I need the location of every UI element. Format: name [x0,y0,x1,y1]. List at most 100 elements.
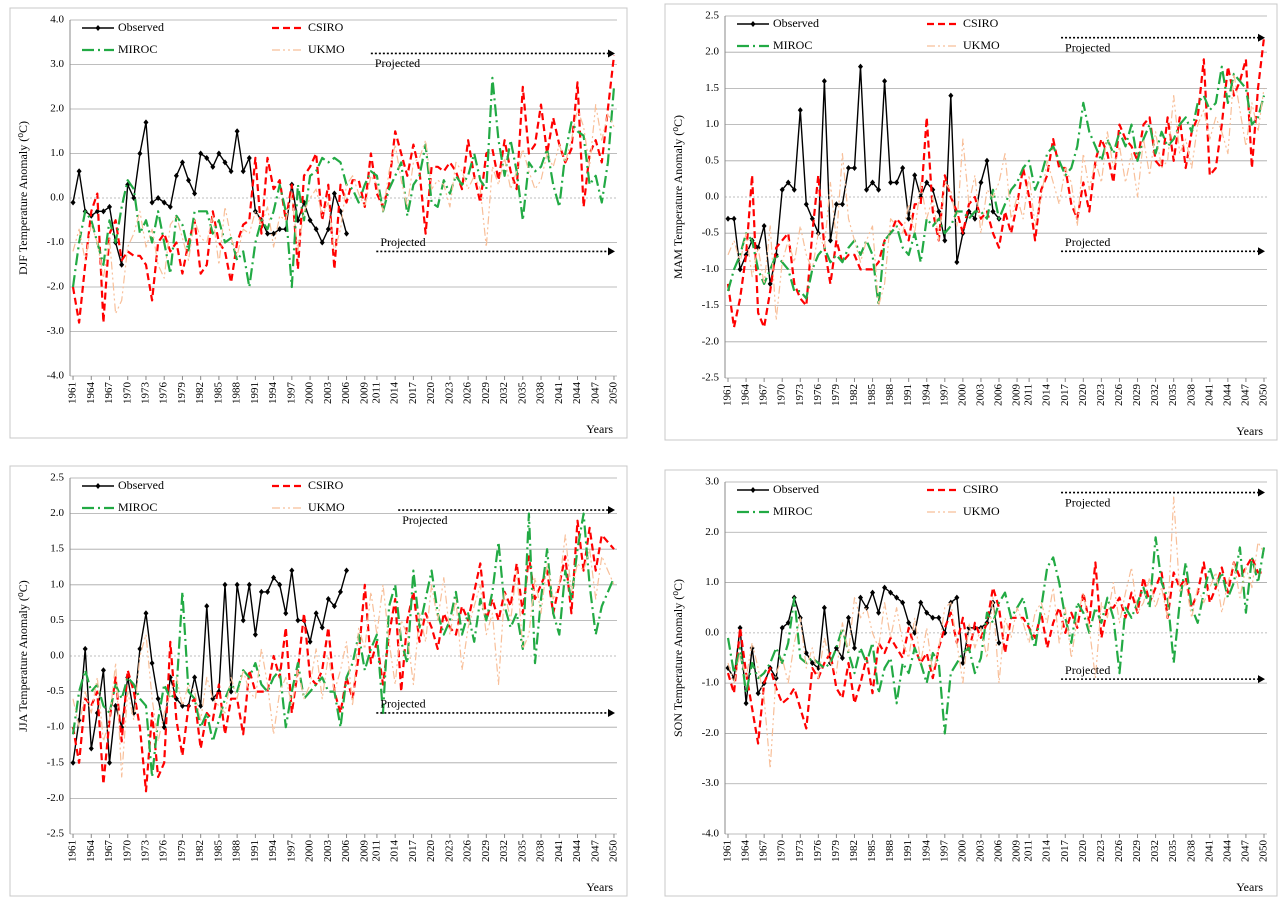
x-tick-label: 1994 [267,382,279,405]
marker [725,215,731,222]
marker [990,208,996,215]
legend-label: MIROC [118,500,157,514]
x-tick-label: 2047 [589,840,601,863]
x-tick-label: 2009 [358,382,370,405]
x-tick-label: 1979 [830,384,842,407]
marker [179,702,185,709]
annotation: Projected [380,697,425,711]
x-tick-label: 1991 [902,384,914,406]
y-tick-label: 1.5 [705,82,719,94]
marker [821,604,827,611]
x-tick-label: 1961 [67,382,79,404]
x-tick-label: 2050 [1258,384,1270,407]
legend-label: CSIRO [308,20,344,34]
x-tick-label: 2000 [956,384,968,407]
x-tick-label: 1988 [884,840,896,863]
legend-label: Observed [773,16,819,30]
marker [344,230,350,237]
marker [119,261,125,268]
marker [839,201,845,208]
marker [198,150,204,157]
chart-panel: -4.0 -3.0 -2.0 -1.0 0.0 1.0 2.0 3.0 1961 1964 1967… [664,469,1278,897]
chart-panel: -2.5 -2.0 -1.5 -1.0 -0.5 0.0 0.5 1.0 1.5 2.0 2.5 19… [9,465,628,897]
x-tick-label: 1961 [722,840,734,862]
x-tick-label: 1997 [285,382,297,405]
marker [228,168,234,175]
annotation: Projected [402,513,447,527]
x-tick-label: 2029 [1131,384,1143,407]
marker [319,624,325,631]
marker [325,226,331,233]
x-tick-label: 1964 [740,384,752,407]
marker [307,217,313,224]
x-tick-label: 2003 [322,382,334,405]
marker [918,599,924,606]
marker [942,237,948,244]
x-tick-label: 1982 [194,382,206,404]
x-tick-label: 2014 [389,382,401,405]
arrow-head [608,49,615,58]
marker [851,644,857,651]
marker [858,594,863,601]
x-tick-label: 2050 [607,382,619,405]
x-tick-label: 2041 [553,382,565,404]
marker [192,674,198,681]
x-tick-label: 1985 [212,382,224,405]
x-tick-label: 2006 [993,384,1005,407]
marker [803,201,809,208]
marker [100,208,106,215]
x-tick-label: 1988 [231,382,243,405]
x-tick-label: 2026 [462,382,474,405]
marker [143,610,149,617]
marker [876,186,882,193]
y-axis-label: SON Temperature Anomaly (⁰C) [671,579,685,737]
y-tick-label: -4.0 [47,370,65,382]
marker [246,154,252,161]
marker [192,190,198,197]
marker [996,639,1002,646]
legend-label: MIROC [773,38,812,52]
marker [271,574,277,581]
marker [858,63,863,70]
x-tick-label: 2035 [516,382,528,405]
y-axis-label: DJF Temperature Anomaly (⁰C) [16,121,30,275]
x-tick-label: 1976 [812,840,824,863]
marker [137,150,143,157]
x-tick-label: 1985 [866,384,878,407]
x-axis-label: Years [1236,424,1263,438]
y-tick-label: 1.5 [50,543,64,555]
marker [234,128,240,135]
marker [936,208,942,215]
x-tick-label: 1994 [267,840,279,863]
x-tick-label: 1970 [776,384,788,407]
y-tick-label: 1.0 [50,578,64,590]
marker [737,266,743,273]
x-tick-label: 1976 [158,382,170,405]
y-tick-label: 0.5 [705,154,719,166]
legend-label: UKMO [308,500,345,514]
x-tick-label: 2044 [1221,384,1233,407]
y-tick-label: 2.0 [705,526,719,538]
y-tick-label: 1.0 [705,576,719,588]
x-tick-label: 1991 [249,382,261,404]
marker [88,745,94,752]
x-tick-label: 2038 [1185,384,1197,407]
x-tick-label: 2017 [1059,840,1071,863]
marker [954,259,960,266]
x-tick-label: 2029 [480,382,492,405]
x-tick-label: 2020 [425,382,437,405]
x-tick-label: 2041 [1203,384,1215,406]
x-tick-label: 2020 [1077,384,1089,407]
x-tick-label: 2003 [974,384,986,407]
x-tick-label: 1994 [920,840,932,863]
x-tick-label: 2011 [1023,384,1035,406]
marker [936,614,942,621]
y-axis-label: MAM Temperature Anomaly (⁰C) [671,115,685,279]
x-tick-label: 1997 [285,840,297,863]
annotation: Projected [1065,663,1110,677]
marker [851,165,857,172]
x-tick-label: 2038 [535,382,547,405]
marker [731,215,737,222]
marker [888,589,894,596]
